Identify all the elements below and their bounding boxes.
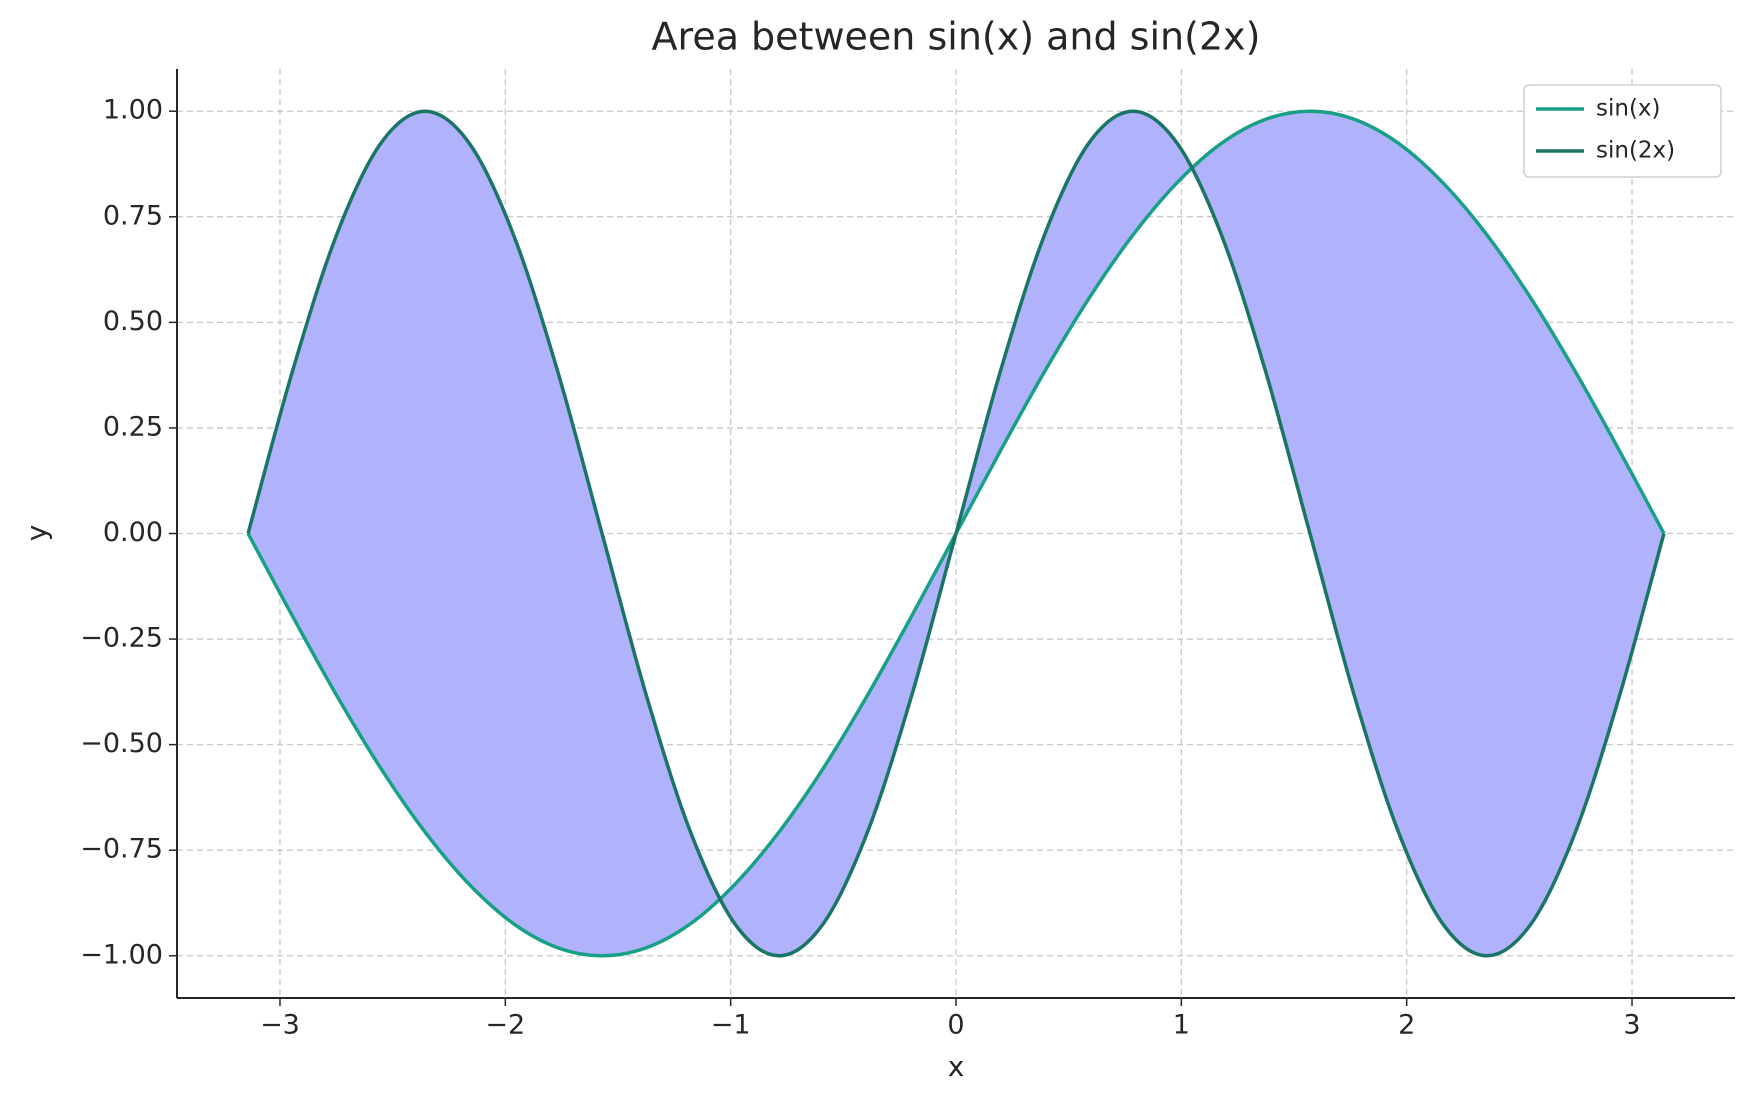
fill-between [248, 111, 1664, 956]
y-tick-label: 0.50 [103, 306, 163, 337]
y-tick-label: −0.75 [80, 834, 163, 865]
x-tick-label: 0 [947, 1010, 964, 1041]
legend-label: sin(x) [1596, 96, 1661, 122]
y-tick-label: −0.25 [80, 623, 163, 654]
y-tick-label: −1.00 [80, 939, 163, 970]
x-tick-label: −1 [711, 1010, 751, 1041]
line-series [246, 109, 1666, 958]
x-axis-label: x [948, 1050, 965, 1083]
y-tick-label: 0.00 [103, 517, 163, 548]
chart-title: Area between sin(x) and sin(2x) [652, 15, 1261, 59]
x-tick-label: −3 [260, 1010, 300, 1041]
legend-label: sin(2x) [1596, 138, 1675, 164]
y-tick-label: 1.00 [103, 95, 163, 126]
y-tick-label: 0.75 [103, 200, 163, 231]
y-tick-label: −0.50 [80, 728, 163, 759]
x-tick-label: 2 [1398, 1010, 1415, 1041]
y-axis-label: y [20, 525, 53, 542]
x-tick-label: 3 [1623, 1010, 1640, 1041]
x-tick-label: 1 [1173, 1010, 1190, 1041]
y-tick-label: 0.25 [103, 411, 163, 442]
x-tick-label: −2 [485, 1010, 525, 1041]
